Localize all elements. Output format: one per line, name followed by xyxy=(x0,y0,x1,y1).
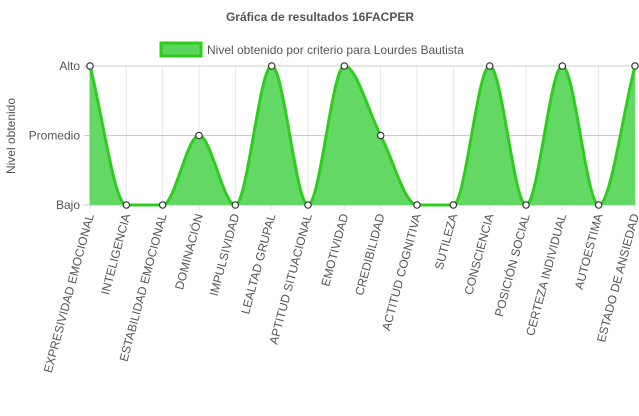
data-point[interactable] xyxy=(231,201,240,209)
data-point[interactable] xyxy=(522,201,530,209)
area-layer xyxy=(88,64,637,207)
x-tick-label: AUTOESTIMA xyxy=(572,212,606,291)
data-point[interactable] xyxy=(376,131,385,140)
legend-label: Nivel obtenido por criterio para Lourdes… xyxy=(207,43,464,57)
data-point[interactable] xyxy=(86,62,94,70)
data-point[interactable] xyxy=(485,62,494,70)
y-tick-labels: Bajo Promedio Alto xyxy=(29,59,81,212)
legend-swatch xyxy=(159,41,203,58)
series-line xyxy=(88,64,637,207)
x-tick-label: EXPRESIVIDAD EMOCIONAL xyxy=(41,212,97,374)
data-point[interactable] xyxy=(413,201,421,209)
x-tick-label: INTELIGENCIA xyxy=(98,212,133,296)
data-point[interactable] xyxy=(304,201,312,209)
data-point[interactable] xyxy=(267,62,276,70)
y-tick-label: Alto xyxy=(59,59,80,73)
y-axis-title: Nivel obtenido xyxy=(4,98,18,174)
x-tick-label: CONSCIENCIA xyxy=(461,212,496,296)
data-point[interactable] xyxy=(631,62,639,70)
x-tick-label: CREDIBILIDAD xyxy=(352,212,387,297)
series-area-fill xyxy=(90,66,635,205)
x-tick-labels: EXPRESIVIDAD EMOCIONAL INTELIGENCIAESTABI… xyxy=(41,212,639,375)
data-point[interactable] xyxy=(195,131,203,140)
x-tick-label: LEALTAD GRUPAL xyxy=(238,212,278,316)
y-tick-label: Promedio xyxy=(29,129,81,143)
x-tick-label: EMOTIVIDAD xyxy=(318,212,351,288)
x-tick-label: DOMINACIÓN xyxy=(171,212,206,291)
x-tick-label: POSICIÓN SOCIAL xyxy=(491,212,533,319)
data-point[interactable] xyxy=(122,201,131,209)
x-tick-label: SUTILEZA xyxy=(432,212,460,271)
data-point[interactable] xyxy=(558,62,567,70)
x-tick-label: CERTEZA INDIVIDUAL xyxy=(523,212,569,337)
x-tick-label: IMPULSIVIDAD xyxy=(207,212,243,298)
data-point[interactable] xyxy=(340,62,349,70)
data-point[interactable] xyxy=(594,201,603,209)
chart-title: Gráfica de resultados 16FACPER xyxy=(226,10,414,24)
data-point[interactable] xyxy=(158,201,167,209)
point-layer xyxy=(86,62,639,209)
x-tick-label: ACTITUD COGNITIVA xyxy=(379,212,424,332)
legend[interactable]: Nivel obtenido por criterio para Lourdes… xyxy=(159,41,464,58)
y-tick-label: Bajo xyxy=(56,198,80,212)
data-point[interactable] xyxy=(449,201,458,209)
